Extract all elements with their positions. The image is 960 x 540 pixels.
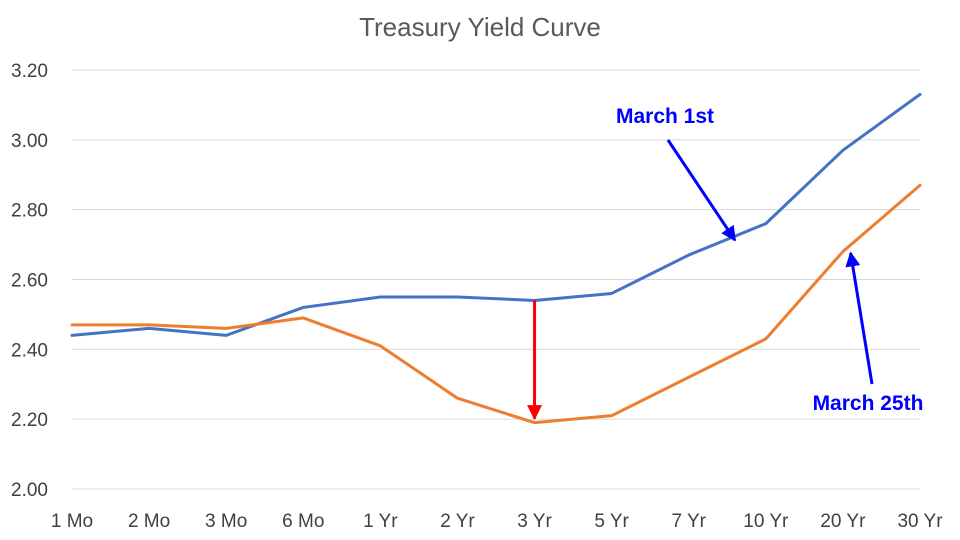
series-lines [70,92,922,425]
x-tick-label: 3 Mo [205,511,247,532]
y-tick-label: 2.40 [11,340,48,361]
annotation-label-1: March 1st [616,105,714,128]
grid [72,69,920,490]
x-tick-label: 3 Yr [517,511,552,532]
x-tick-label: 20 Yr [820,511,866,532]
annotation-label-2: March 25th [813,392,924,415]
x-tick-label: 2 Yr [440,511,475,532]
x-axis: 1 Mo 2 Mo 3 Mo 6 Mo 1 Yr 2 Yr 3 Yr 5 Yr 7 Yr 10 Y… [51,511,943,532]
x-tick-label: 7 Yr [671,511,706,532]
y-axis: 2.00 2.20 2.40 2.60 2.80 3.00 3.20 [11,61,48,501]
x-tick-label: 1 Mo [51,511,93,532]
y-tick-label: 2.20 [11,410,48,431]
y-tick-label: 3.00 [11,131,48,152]
y-tick-label: 2.60 [11,271,48,292]
x-tick-label: 10 Yr [743,511,789,532]
x-tick-label: 6 Mo [282,511,324,532]
x-tick-label: 5 Yr [594,511,629,532]
series-line-2 [70,183,922,425]
series-line-1 [70,92,922,337]
x-tick-label: 30 Yr [897,511,943,532]
y-tick-label: 3.20 [11,61,48,82]
x-tick-label: 2 Mo [128,511,170,532]
y-tick-label: 2.00 [11,480,48,501]
annotation-arrow-1 [666,139,737,242]
y-tick-label: 2.80 [11,201,48,222]
annotation-arrow-2 [845,251,874,385]
annotations: March 1st March 25th [527,105,924,421]
x-tick-label: 1 Yr [363,511,398,532]
chart-title: Treasury Yield Curve [359,12,601,42]
